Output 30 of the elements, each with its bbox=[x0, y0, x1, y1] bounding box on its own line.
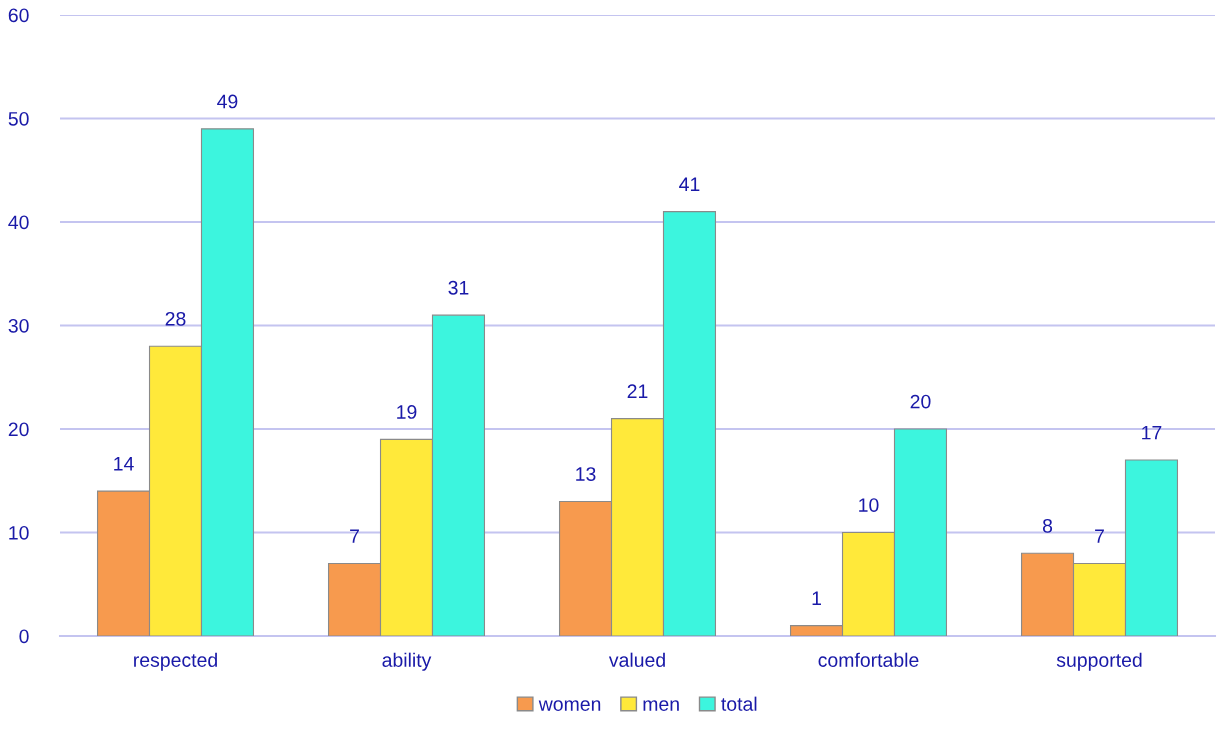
legend-label: women bbox=[538, 700, 601, 711]
data-label: 13 bbox=[576, 467, 596, 481]
data-label: 28 bbox=[165, 311, 186, 326]
y-tick-label: 40 bbox=[8, 215, 29, 230]
data-label: 8 bbox=[1042, 518, 1053, 533]
data-label: 17 bbox=[1142, 425, 1162, 440]
data-label: 19 bbox=[397, 405, 417, 419]
y-tick-label: 0 bbox=[19, 629, 29, 644]
legend-label: men bbox=[643, 700, 679, 711]
x-tick-label: supported bbox=[1056, 652, 1142, 671]
y-tick-label: 30 bbox=[8, 318, 29, 333]
data-label: 7 bbox=[1095, 529, 1104, 543]
y-tick-label: 50 bbox=[8, 111, 29, 126]
data-label: 14 bbox=[114, 457, 134, 471]
y-tick-label: 10 bbox=[9, 525, 29, 540]
y-tick-label: 60 bbox=[8, 8, 29, 23]
data-label: 1 bbox=[812, 591, 821, 605]
data-label: 49 bbox=[217, 94, 238, 109]
x-tick-label: valued bbox=[608, 652, 665, 667]
data-label: 31 bbox=[448, 280, 469, 295]
data-label: 41 bbox=[679, 177, 700, 191]
x-tick-label: ability bbox=[382, 652, 432, 671]
x-tick-label: comfortable bbox=[818, 652, 919, 667]
y-tick-label: 20 bbox=[8, 422, 29, 437]
data-label: 21 bbox=[627, 384, 648, 398]
x-tick-label: respected bbox=[134, 652, 217, 671]
data-label: 10 bbox=[859, 498, 879, 512]
data-label: 7 bbox=[350, 529, 359, 543]
data-label: 20 bbox=[910, 394, 931, 409]
legend-label: total bbox=[721, 696, 757, 711]
